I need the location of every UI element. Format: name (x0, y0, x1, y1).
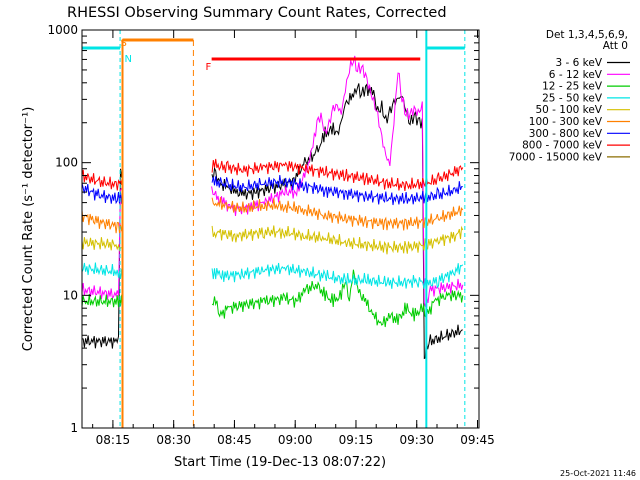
legend-entry: 6 - 12 keV (549, 69, 603, 81)
legend-header: Det 1,3,4,5,6,9, (546, 29, 628, 41)
legend-entry: 300 - 800 keV (529, 128, 603, 140)
x-tick-label: 09:15 (339, 433, 374, 447)
y-tick-label: 1 (70, 421, 78, 435)
legend-entry: 50 - 100 keV (535, 104, 602, 116)
legend-entry: 800 - 7000 keV (522, 140, 603, 152)
legend-entry: 12 - 25 keV (542, 81, 603, 93)
annotations-layer: SN F (82, 30, 466, 428)
series-line (81, 225, 464, 255)
legend-entry: 25 - 50 keV (542, 92, 603, 104)
annotation-label-n: N (125, 54, 132, 65)
series-line (81, 83, 463, 360)
y-tick-label: 10 (63, 288, 78, 302)
y-axis: 1 10 100 1000 (47, 23, 479, 435)
x-tick-label: 09:00 (278, 433, 313, 447)
legend-entry: 7000 - 15000 keV (509, 151, 603, 163)
x-tick-label: 08:15 (96, 433, 131, 447)
series-line (81, 175, 463, 206)
x-axis: 08:15 08:30 08:45 09:00 09:15 09:30 09:45 (92, 30, 495, 447)
annotation-label-f: F (206, 62, 212, 73)
x-tick-label: 08:30 (156, 433, 191, 447)
plot-area (81, 55, 464, 360)
x-tick-label: 09:45 (460, 433, 495, 447)
x-tick-label: 08:45 (217, 433, 252, 447)
annotation-label-s: S (120, 38, 126, 49)
series-line (81, 262, 464, 292)
series-line (81, 55, 464, 307)
y-axis-label: Corrected Count Rate (s⁻¹ detector⁻¹) (21, 107, 36, 352)
x-axis-label: Start Time (19-Dec-13 08:07:22) (174, 455, 386, 470)
series-line (81, 197, 464, 234)
series-line (81, 158, 464, 191)
footer-timestamp: 25-Oct-2021 11:46 (560, 469, 636, 478)
x-tick-label: 09:30 (399, 433, 434, 447)
series-line (81, 269, 464, 328)
legend-entry: 3 - 6 keV (555, 57, 602, 69)
y-tick-label: 100 (55, 156, 78, 170)
plot-frame (81, 29, 480, 429)
legend-header: Att 0 (603, 40, 628, 52)
chart-title: RHESSI Observing Summary Count Rates, Co… (67, 5, 447, 21)
legend-entry: 100 - 300 keV (529, 116, 603, 128)
y-tick-label: 1000 (47, 23, 78, 37)
